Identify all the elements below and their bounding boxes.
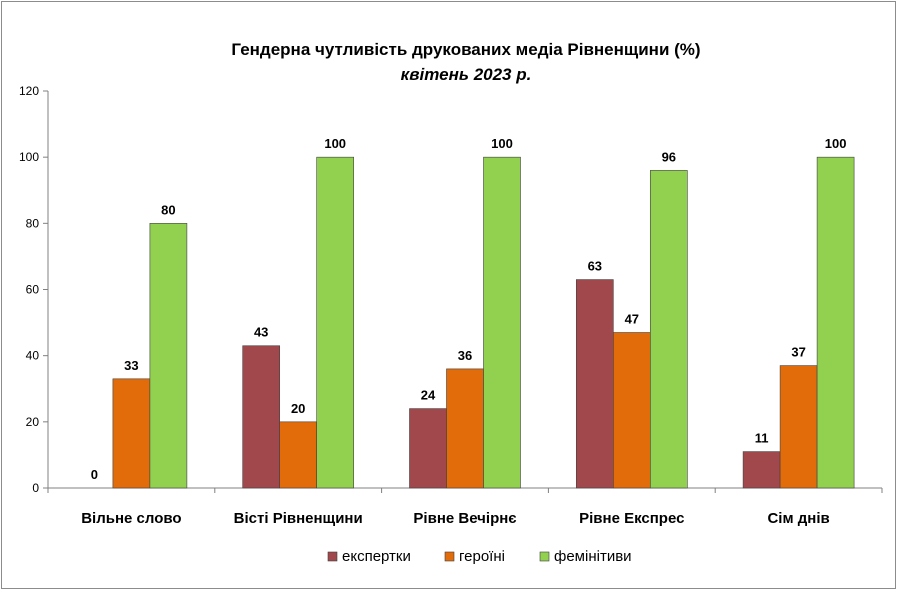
chart-title: Гендерна чутливість друкованих медіа Рів… [231,40,700,59]
y-tick-label: 40 [26,349,40,363]
data-label: 36 [458,348,472,363]
category-label: Рівне Експрес [579,510,684,527]
bar [779,365,818,489]
data-label: 33 [124,358,138,373]
bar [612,332,651,489]
bar [409,408,447,489]
bar [742,451,781,489]
bar [242,345,280,489]
y-tick-label: 20 [26,415,40,429]
data-labels: 0 33 80 43 20 100 24 36 100 63 47 96 11 37 100 [91,136,847,482]
data-label: 11 [755,431,769,446]
data-label: 24 [421,388,436,403]
y-tick-label: 80 [26,216,40,230]
bar [816,156,855,489]
bar [483,156,521,489]
data-label: 100 [324,136,346,151]
data-label: 0 [91,467,98,482]
data-label: 100 [491,136,513,151]
bar [112,378,151,489]
bar [649,170,688,489]
y-tick-label: 0 [32,481,39,495]
y-tick-label: 120 [19,84,39,98]
chart-subtitle: квітень 2023 р. [401,65,532,84]
data-label: 100 [825,136,847,151]
bar [446,368,484,489]
data-label: 37 [791,345,805,360]
data-label: 20 [291,401,305,416]
data-label: 63 [588,259,602,274]
bar [279,421,318,489]
category-labels: Вільне слово Вісті Рівненщини Рівне Вечірн… [81,510,829,527]
category-label: Вільне слово [81,510,181,527]
category-label: Вісті Рівненщини [234,510,363,527]
y-tick-label: 60 [26,283,40,297]
legend: експертки героїні фемінітиви [327,548,632,565]
bar [149,223,188,489]
category-label: Рівне Вечірнє [413,510,516,527]
data-label: 47 [625,312,639,327]
legend-swatch [444,551,455,562]
data-label: 43 [254,325,268,340]
bar [316,156,355,489]
category-label: Сім днів [767,510,829,527]
bars [112,156,855,489]
legend-swatch [327,551,338,562]
legend-swatch [539,551,550,562]
data-label: 80 [161,202,175,217]
data-label: 96 [662,149,676,164]
legend-label: героїні [459,548,505,565]
legend-label: фемінітиви [554,548,632,565]
legend-label: експертки [342,548,411,565]
bar [575,279,614,489]
y-tick-label: 100 [19,150,39,164]
